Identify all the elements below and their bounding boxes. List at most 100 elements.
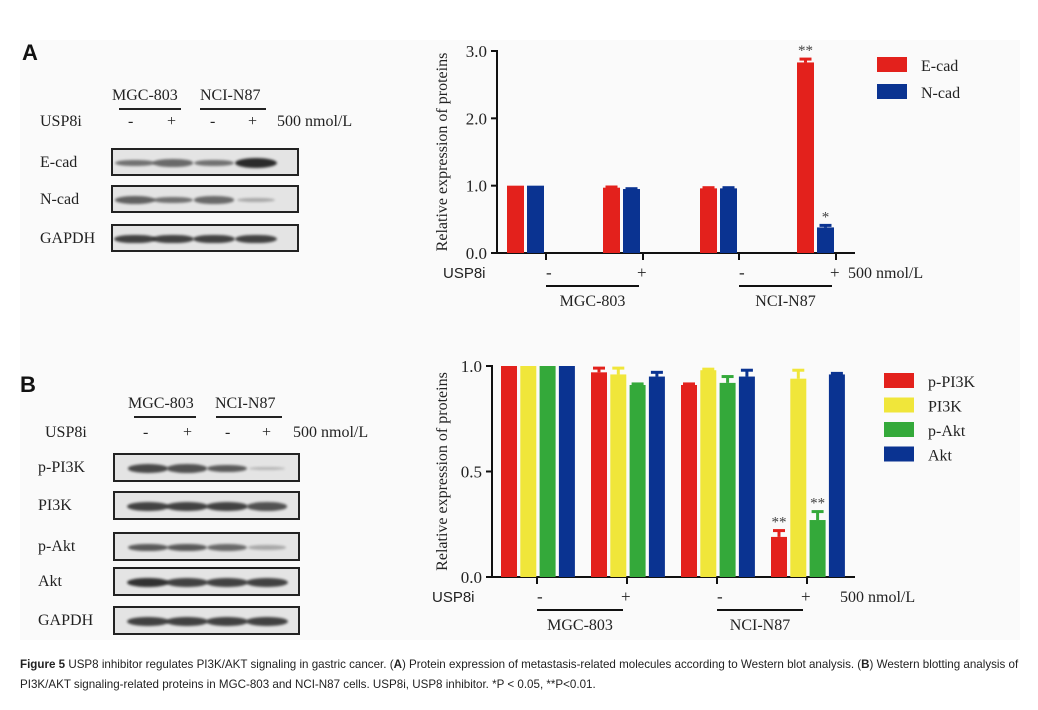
blot-b-band: [127, 464, 169, 473]
caption-figure-label: Figure 5: [20, 658, 66, 671]
bar-p-pi3k-4: [771, 536, 787, 577]
blot-b-cell-line-mgc803: MGC-803: [128, 395, 194, 412]
y-tick-label: 0.0: [461, 568, 482, 587]
blot-b-band: [246, 502, 288, 511]
blot-b-band: [246, 617, 288, 626]
blot-b-band: [166, 578, 208, 587]
blot-a-row-label: E-cad: [40, 154, 78, 171]
blot-b-sign-3: -: [225, 424, 231, 441]
legend-label-p-pi3k: p-PI3K: [928, 374, 976, 391]
legend-swatch-pi3k: [884, 397, 914, 413]
bar-akt-3: [738, 376, 755, 577]
legend-label-e-cad: E-cad: [921, 58, 958, 75]
legend-swatch-p-pi3k: [884, 373, 914, 388]
bar-p-akt-3: [719, 382, 736, 577]
blot-b-blot-strip: [113, 453, 300, 482]
blot-a-dose-label: 500 nmol/L: [277, 113, 353, 130]
x-sign-label: -: [717, 587, 723, 606]
x-sign-label: -: [537, 587, 543, 606]
blot-b-row-label: p-Akt: [38, 538, 76, 555]
legend-swatch-n-cad: [877, 84, 907, 99]
bar-e-cad-3: [700, 188, 717, 253]
caption-text-1: USP8 inhibitor regulates PI3K/AKT signal…: [65, 658, 394, 671]
blot-b-band: [127, 617, 169, 626]
blot-b-band: [127, 502, 169, 511]
blot-a-band: [193, 234, 235, 244]
blot-b-band: [127, 543, 169, 552]
y-axis-label: Relative expression of proteins: [434, 372, 451, 571]
bar-e-cad-1: [507, 185, 524, 253]
blot-a-cell-line-ncin87: NCI-N87: [200, 87, 261, 104]
blot-b-sign-1: -: [143, 424, 149, 441]
blot-a-sign-4: +: [248, 113, 258, 130]
blot-a-group-underline-mgc803: [119, 108, 181, 110]
bar-n-cad-2: [623, 189, 640, 253]
significance-marker: **: [798, 43, 813, 59]
blot-b-band: [246, 578, 288, 587]
blot-a-band: [194, 159, 234, 167]
legend-swatch-akt: [884, 446, 914, 462]
bar-p-pi3k-3: [681, 384, 697, 577]
blot-a-band: [115, 159, 155, 167]
blot-b-group-underline-ncin87: [216, 416, 282, 418]
blot-b-group-underline-mgc803: [134, 416, 196, 418]
blot-a-band: [237, 197, 275, 203]
significance-marker: **: [772, 515, 787, 531]
blot-a-band: [115, 196, 155, 204]
x-sign-label: -: [739, 263, 745, 282]
panel-a-label: A: [22, 40, 38, 65]
bar-pi3k-2: [610, 374, 627, 577]
bar-p-akt-2: [629, 384, 646, 577]
caption-text-2: ) Protein expression of metastasis-relat…: [401, 658, 862, 671]
blot-a-band: [235, 158, 277, 168]
y-tick-label: 0.5: [461, 463, 482, 482]
blot-b-band: [166, 502, 208, 511]
blot-b-dose-label: 500 nmol/L: [293, 424, 369, 441]
legend-label-akt: Akt: [928, 448, 953, 465]
y-tick-label: 0.0: [466, 244, 487, 263]
blot-b-band: [248, 545, 286, 550]
y-axis-label: Relative expression of proteins: [434, 53, 451, 252]
x-sign-label: +: [801, 587, 811, 606]
significance-marker: **: [810, 496, 825, 512]
y-tick-label: 3.0: [466, 42, 487, 61]
blot-b-band: [248, 466, 286, 471]
bar-n-cad-4: [817, 227, 834, 253]
group-label: NCI-N87: [755, 293, 815, 310]
blot-a-blot-strip: [111, 224, 299, 252]
bar-e-cad-4: [797, 62, 814, 253]
bar-n-cad-1: [527, 185, 544, 253]
caption-text-3: ) Western blotting analysis of PI3K/AKT …: [20, 658, 1019, 691]
panel-b-label: B: [20, 372, 36, 397]
blot-b-cell-line-ncin87: NCI-N87: [215, 395, 276, 412]
blot-b-row-label: PI3K: [38, 497, 72, 514]
blot-b-blot-strip: [113, 606, 300, 635]
group-label: NCI-N87: [730, 617, 790, 634]
y-tick-label: 2.0: [466, 109, 487, 128]
blot-a-cell-line-mgc803: MGC-803: [112, 87, 178, 104]
y-tick-label: 1.0: [461, 357, 482, 376]
group-label: MGC-803: [547, 617, 613, 634]
blot-b-band: [206, 578, 248, 587]
blot-a-band: [153, 159, 193, 167]
blot-b-band: [206, 617, 248, 626]
y-tick-label: 1.0: [466, 177, 487, 196]
blot-b-blot-strip: [113, 532, 300, 561]
legend-label-n-cad: N-cad: [921, 85, 960, 102]
legend-label-p-akt: p-Akt: [928, 423, 966, 440]
blot-b-band: [166, 464, 208, 473]
blot-b-row-label: Akt: [38, 573, 62, 590]
blot-b-band: [127, 577, 169, 588]
bar-p-akt-1: [539, 366, 556, 577]
blot-a-blot-strip: [111, 185, 299, 213]
x-sign-label: +: [621, 587, 631, 606]
caption-ref-b: B: [861, 658, 870, 671]
treatment-label: USP8i: [443, 265, 486, 282]
bar-p-akt-4: [809, 520, 826, 577]
blot-b-band: [206, 502, 248, 511]
dose-label: 500 nmol/L: [848, 265, 923, 282]
blot-a-sign-2: +: [167, 113, 177, 130]
blot-b-sign-2: +: [183, 424, 193, 441]
